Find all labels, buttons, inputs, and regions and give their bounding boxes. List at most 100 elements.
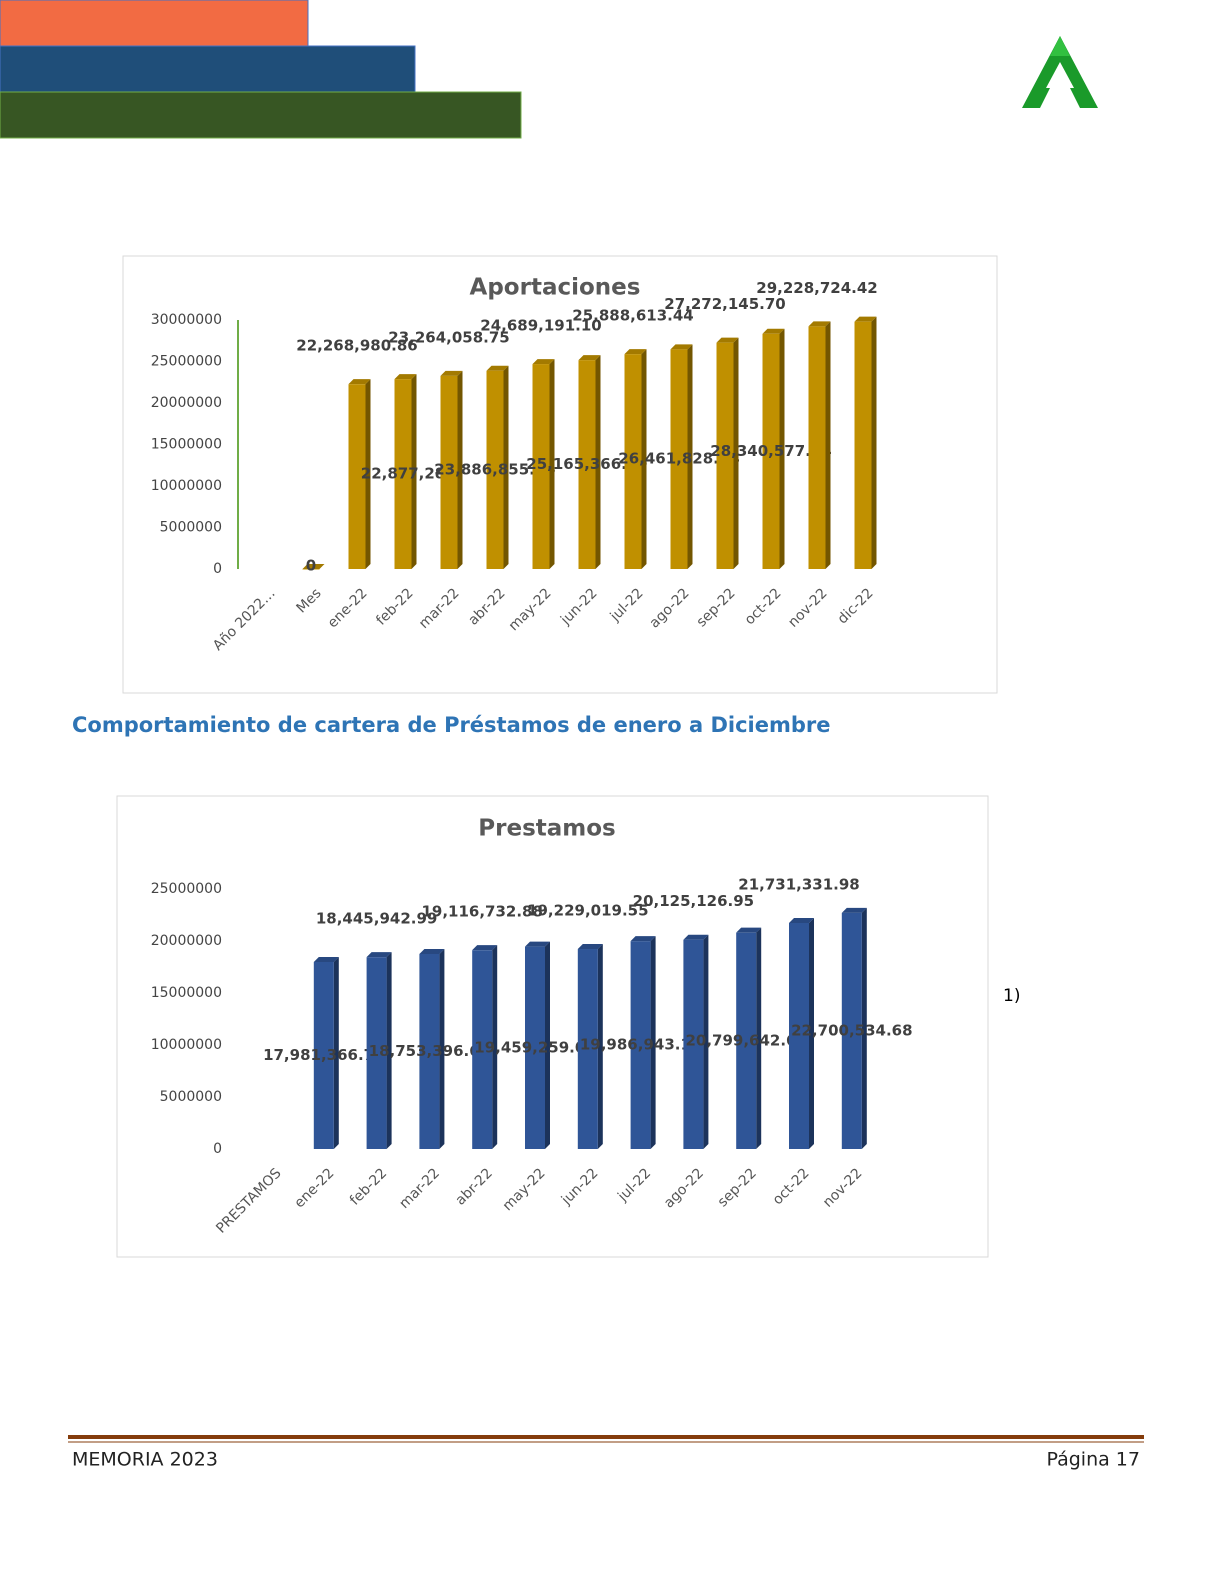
bar bbox=[532, 364, 550, 569]
y-tick-label: 15000000 bbox=[151, 985, 222, 1001]
bar-top bbox=[736, 927, 762, 933]
bar bbox=[630, 941, 651, 1149]
data-label: 20,125,126.95 bbox=[633, 892, 754, 910]
bar bbox=[841, 912, 862, 1149]
header-bar-blue bbox=[0, 45, 416, 93]
bar bbox=[472, 950, 493, 1149]
bar bbox=[313, 961, 334, 1149]
bar-side bbox=[333, 956, 339, 1149]
bar bbox=[486, 370, 504, 569]
y-tick-label: 5000000 bbox=[160, 1089, 222, 1105]
bar-side bbox=[871, 316, 877, 569]
bar bbox=[736, 932, 757, 1149]
bar-top bbox=[366, 952, 392, 958]
y-tick-label: 10000000 bbox=[151, 1037, 222, 1053]
bar-top bbox=[789, 917, 814, 923]
data-label: 19,116,732.88 bbox=[421, 903, 542, 921]
data-label: 27,272,145.70 bbox=[664, 295, 785, 313]
bar-side bbox=[386, 952, 392, 1149]
data-label: 18,445,942.99 bbox=[316, 910, 437, 928]
bar bbox=[577, 949, 598, 1149]
bar bbox=[854, 321, 872, 569]
y-tick-label: 30000000 bbox=[151, 312, 222, 328]
footer-right: Página 17 bbox=[1047, 1449, 1141, 1471]
y-tick-label: 5000000 bbox=[160, 520, 222, 536]
data-label: 23,886,855.26 bbox=[434, 460, 555, 478]
bar-top bbox=[841, 907, 867, 913]
chart-frame bbox=[122, 255, 998, 694]
data-label: 19,459,259.02 bbox=[474, 1038, 595, 1056]
data-label: 24,689,191.10 bbox=[480, 317, 601, 335]
bar-side bbox=[597, 944, 603, 1149]
bar-top bbox=[394, 374, 417, 380]
bar-side bbox=[365, 379, 371, 569]
y-tick-label: 15000000 bbox=[151, 437, 222, 453]
data-label: 18,753,396.63 bbox=[369, 1042, 490, 1060]
bar bbox=[366, 957, 387, 1149]
bar-top bbox=[525, 941, 550, 947]
bar bbox=[716, 342, 734, 569]
data-label: 25,888,613.44 bbox=[572, 307, 693, 325]
y-tick-label: 0 bbox=[213, 1141, 222, 1157]
bar bbox=[348, 384, 366, 569]
bar-side bbox=[650, 936, 656, 1149]
data-label: 17,981,366.70 bbox=[263, 1046, 384, 1064]
bar-side bbox=[733, 337, 739, 569]
bar-side bbox=[703, 934, 709, 1149]
bar-side bbox=[545, 941, 550, 1149]
data-label: 22,700,534.68 bbox=[791, 1021, 912, 1039]
bar-top bbox=[683, 934, 709, 940]
bar bbox=[525, 946, 545, 1149]
bar-side bbox=[549, 359, 555, 569]
bar-top bbox=[854, 316, 877, 322]
logo bbox=[1022, 36, 1098, 108]
data-label: 22,268,980.86 bbox=[296, 337, 417, 355]
bar-top bbox=[630, 936, 656, 942]
bar-top bbox=[577, 944, 603, 950]
data-label: 25,165,366.19 bbox=[526, 455, 647, 473]
data-label: 19,986,943.10 bbox=[580, 1036, 701, 1054]
bar bbox=[578, 360, 596, 569]
bar-top bbox=[532, 359, 555, 365]
bar-top bbox=[486, 365, 509, 371]
y-tick-label: 20000000 bbox=[151, 395, 222, 411]
data-label: 29,228,724.42 bbox=[756, 279, 877, 297]
bar-side bbox=[457, 370, 463, 569]
bar bbox=[762, 333, 780, 569]
bar-side bbox=[411, 374, 417, 569]
data-label: 26,461,828.34 bbox=[618, 450, 739, 468]
data-label: 21,731,331.98 bbox=[738, 875, 859, 893]
bar bbox=[670, 349, 688, 569]
data-label: 19,229,019.55 bbox=[527, 902, 648, 920]
bar-top bbox=[302, 564, 325, 569]
bar-side bbox=[492, 945, 498, 1149]
bar bbox=[683, 939, 704, 1149]
bar-side bbox=[825, 321, 831, 569]
bar-top bbox=[419, 948, 445, 954]
bar-top bbox=[578, 355, 601, 361]
bar-side bbox=[687, 344, 693, 569]
bar-top bbox=[624, 349, 647, 355]
y-tick-label: 25000000 bbox=[151, 354, 222, 370]
data-label: 0 bbox=[306, 557, 316, 575]
y-tick-label: 20000000 bbox=[151, 933, 222, 949]
y-tick-label: 0 bbox=[213, 561, 222, 577]
bar bbox=[302, 569, 320, 570]
chart-title: Prestamos bbox=[478, 816, 615, 842]
footer-left: MEMORIA 2023 bbox=[72, 1449, 218, 1471]
data-label: 20,799,642.63 bbox=[685, 1031, 806, 1049]
bar-side bbox=[756, 927, 762, 1149]
bar-side bbox=[595, 355, 601, 569]
bar-top bbox=[472, 945, 498, 951]
y-tick-label: 25000000 bbox=[151, 881, 222, 897]
bar-side bbox=[503, 365, 509, 569]
bar bbox=[808, 326, 826, 569]
bar-top bbox=[670, 344, 693, 350]
data-label: 23,264,058.75 bbox=[388, 328, 509, 346]
bar-top bbox=[808, 321, 831, 327]
bar bbox=[419, 953, 440, 1149]
bar-top bbox=[348, 379, 371, 385]
bar bbox=[394, 379, 412, 569]
bar-top bbox=[440, 370, 463, 376]
bar-side bbox=[779, 328, 785, 569]
